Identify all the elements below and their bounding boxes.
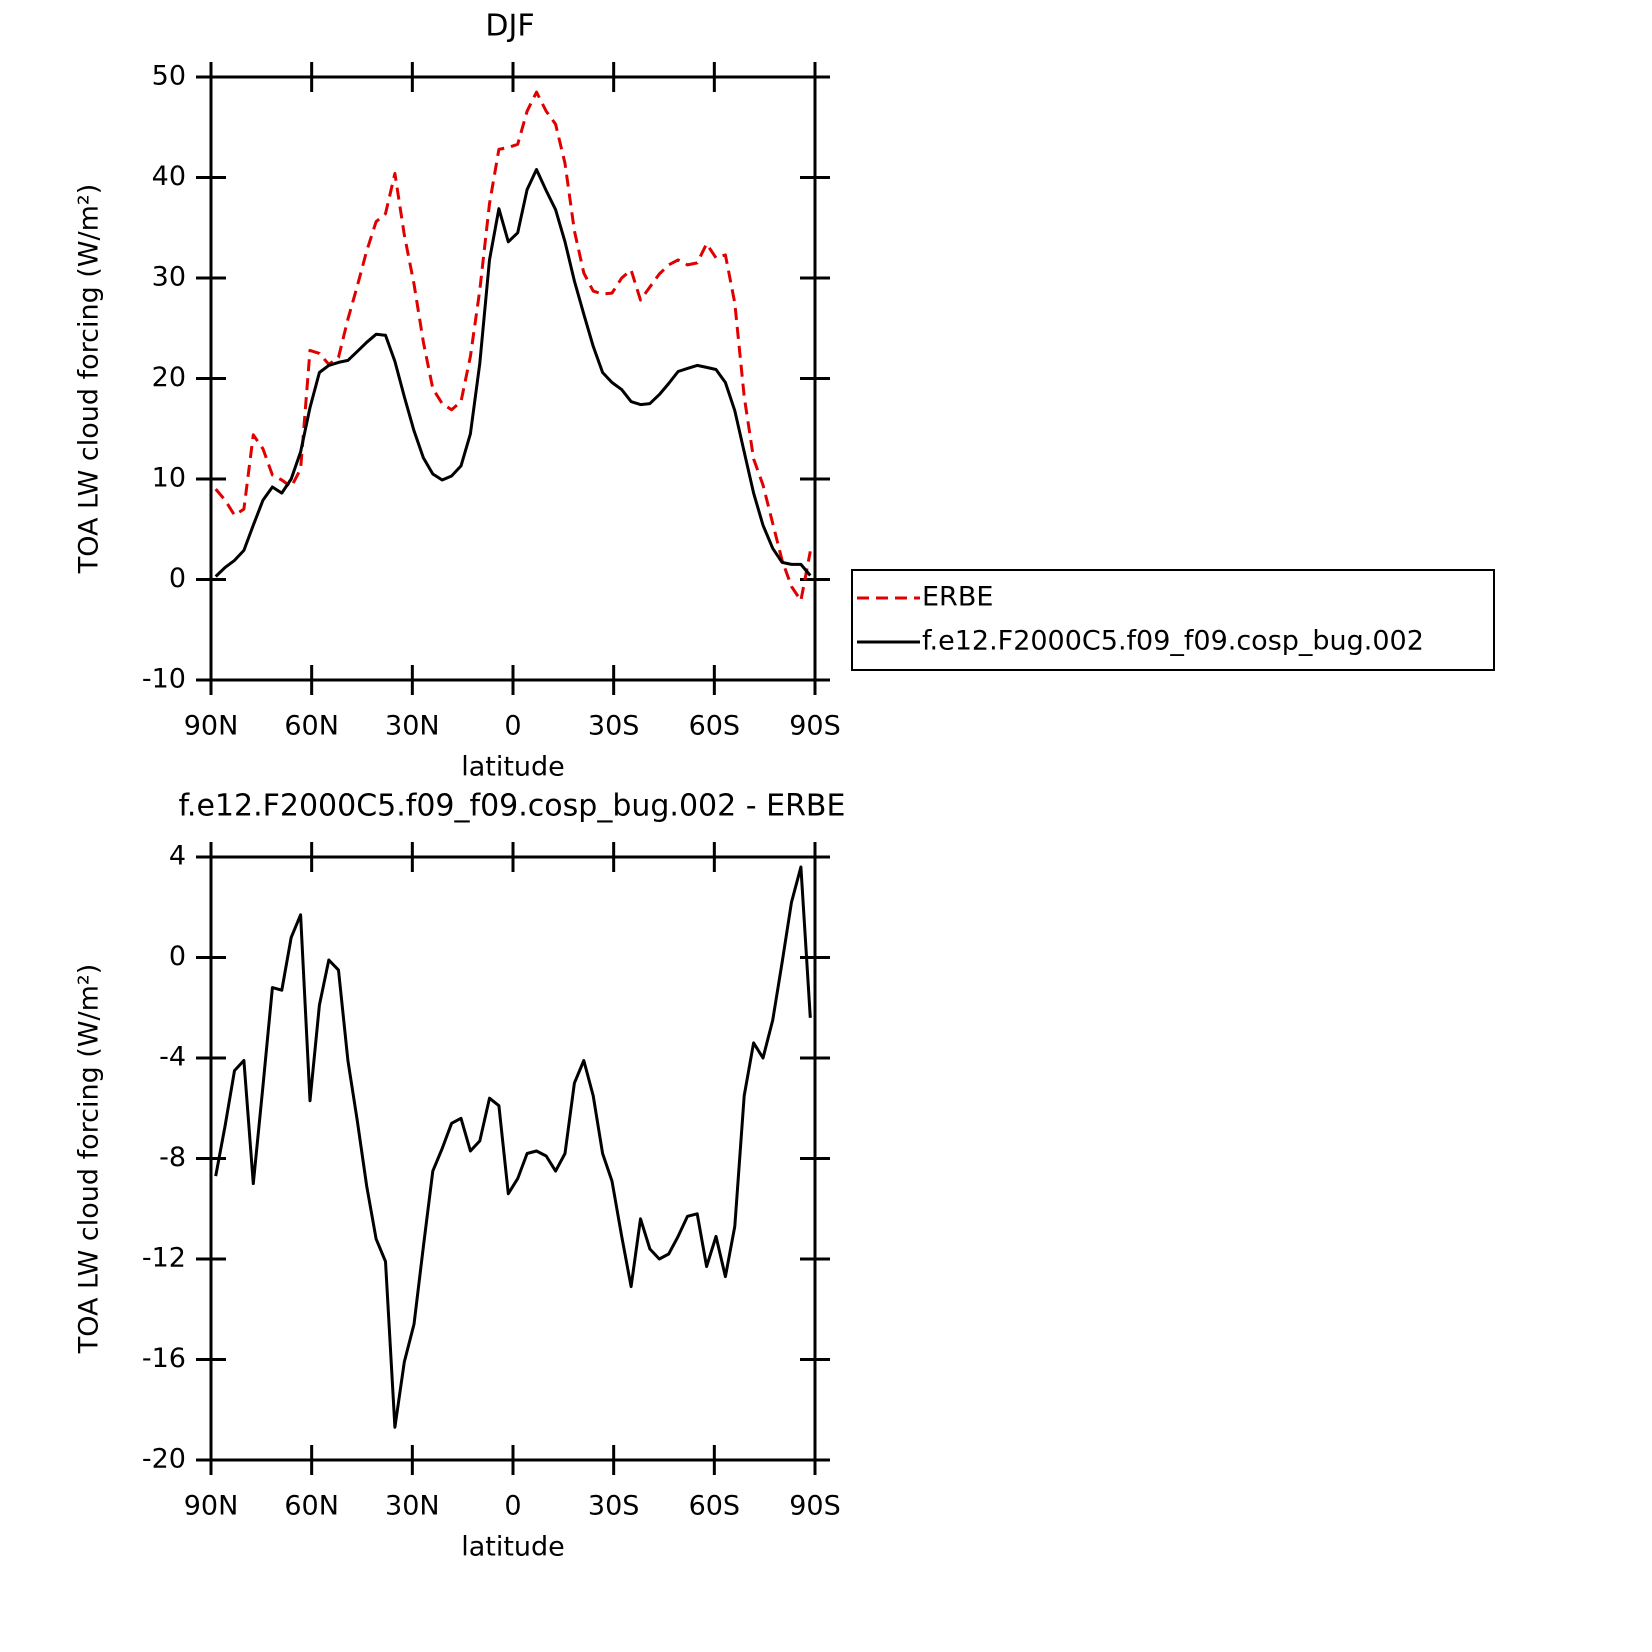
y-tick-label: 0 (169, 941, 186, 972)
y-tick-label: -20 (142, 1444, 186, 1475)
y-tick-label: -10 (142, 664, 186, 695)
chart: f.e12.F2000C5.f09_f09.cosp_bug.002 - ERB… (74, 789, 846, 1563)
y-tick-label: 0 (169, 563, 186, 594)
y-tick-label: 4 (169, 841, 186, 872)
x-tick-label: 0 (504, 1491, 521, 1522)
x-tick-label: 60S (689, 711, 741, 742)
data-line (214, 90, 812, 603)
x-tick-label: 90S (789, 1491, 841, 1522)
y-tick-label: -8 (159, 1142, 186, 1173)
x-tick-label: 30N (385, 711, 440, 742)
legend-label: f.e12.F2000C5.f09_f09.cosp_bug.002 (922, 626, 1424, 657)
x-tick-label: 60N (284, 711, 339, 742)
x-tick-label: 90N (184, 1491, 239, 1522)
y-tick-label: 10 (152, 463, 186, 494)
chart: DJF TOA LW cloud forcing (W/m²) latitude -1… (74, 9, 1495, 783)
chart-title: f.e12.F2000C5.f09_f09.cosp_bug.002 - ERB… (179, 789, 846, 824)
legend-box (851, 569, 1495, 671)
legend: ERBE f.e12.F2000C5.f09_f09.cosp_bug.002 (851, 569, 1495, 671)
x-axis-label: latitude (461, 1532, 565, 1563)
x-tick-label: 30N (385, 1491, 440, 1522)
x-tick-label: 60S (689, 1491, 741, 1522)
legend-label: ERBE (922, 582, 993, 613)
y-tick-label: 50 (152, 61, 186, 92)
x-tick-label: 60N (284, 1491, 339, 1522)
x-tick-label: 90S (789, 711, 841, 742)
x-axis-label: latitude (461, 752, 565, 783)
y-tick-label: -12 (142, 1243, 186, 1274)
x-tick-label: 0 (504, 711, 521, 742)
plot-frame (209, 75, 817, 682)
data-line (214, 865, 812, 1429)
plot-frame (209, 855, 817, 1462)
y-tick-label: 30 (152, 262, 186, 293)
y-tick-label: 40 (152, 161, 186, 192)
y-axis-label: TOA LW cloud forcing (W/m²) (74, 964, 105, 1355)
y-axis-label: TOA LW cloud forcing (W/m²) (74, 184, 105, 575)
y-tick-label: -16 (142, 1343, 186, 1374)
y-tick-label: -4 (159, 1042, 186, 1073)
x-tick-label: 30S (588, 711, 640, 742)
x-tick-label: 90N (184, 711, 239, 742)
y-tick-label: 20 (152, 362, 186, 393)
x-tick-label: 30S (588, 1491, 640, 1522)
chart-title: DJF (485, 9, 534, 44)
data-line (214, 168, 812, 578)
